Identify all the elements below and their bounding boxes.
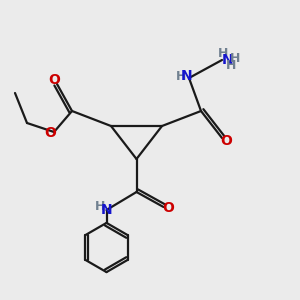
Text: O: O — [48, 73, 60, 87]
Text: H: H — [230, 52, 240, 65]
Text: H: H — [218, 47, 229, 61]
Text: O: O — [162, 201, 174, 214]
Text: N: N — [101, 203, 112, 217]
Text: H: H — [226, 59, 236, 72]
Text: N: N — [181, 70, 193, 83]
Text: O: O — [44, 127, 56, 140]
Text: H: H — [176, 70, 186, 83]
Text: N: N — [222, 53, 233, 67]
Text: H: H — [95, 200, 105, 213]
Text: O: O — [220, 134, 232, 148]
